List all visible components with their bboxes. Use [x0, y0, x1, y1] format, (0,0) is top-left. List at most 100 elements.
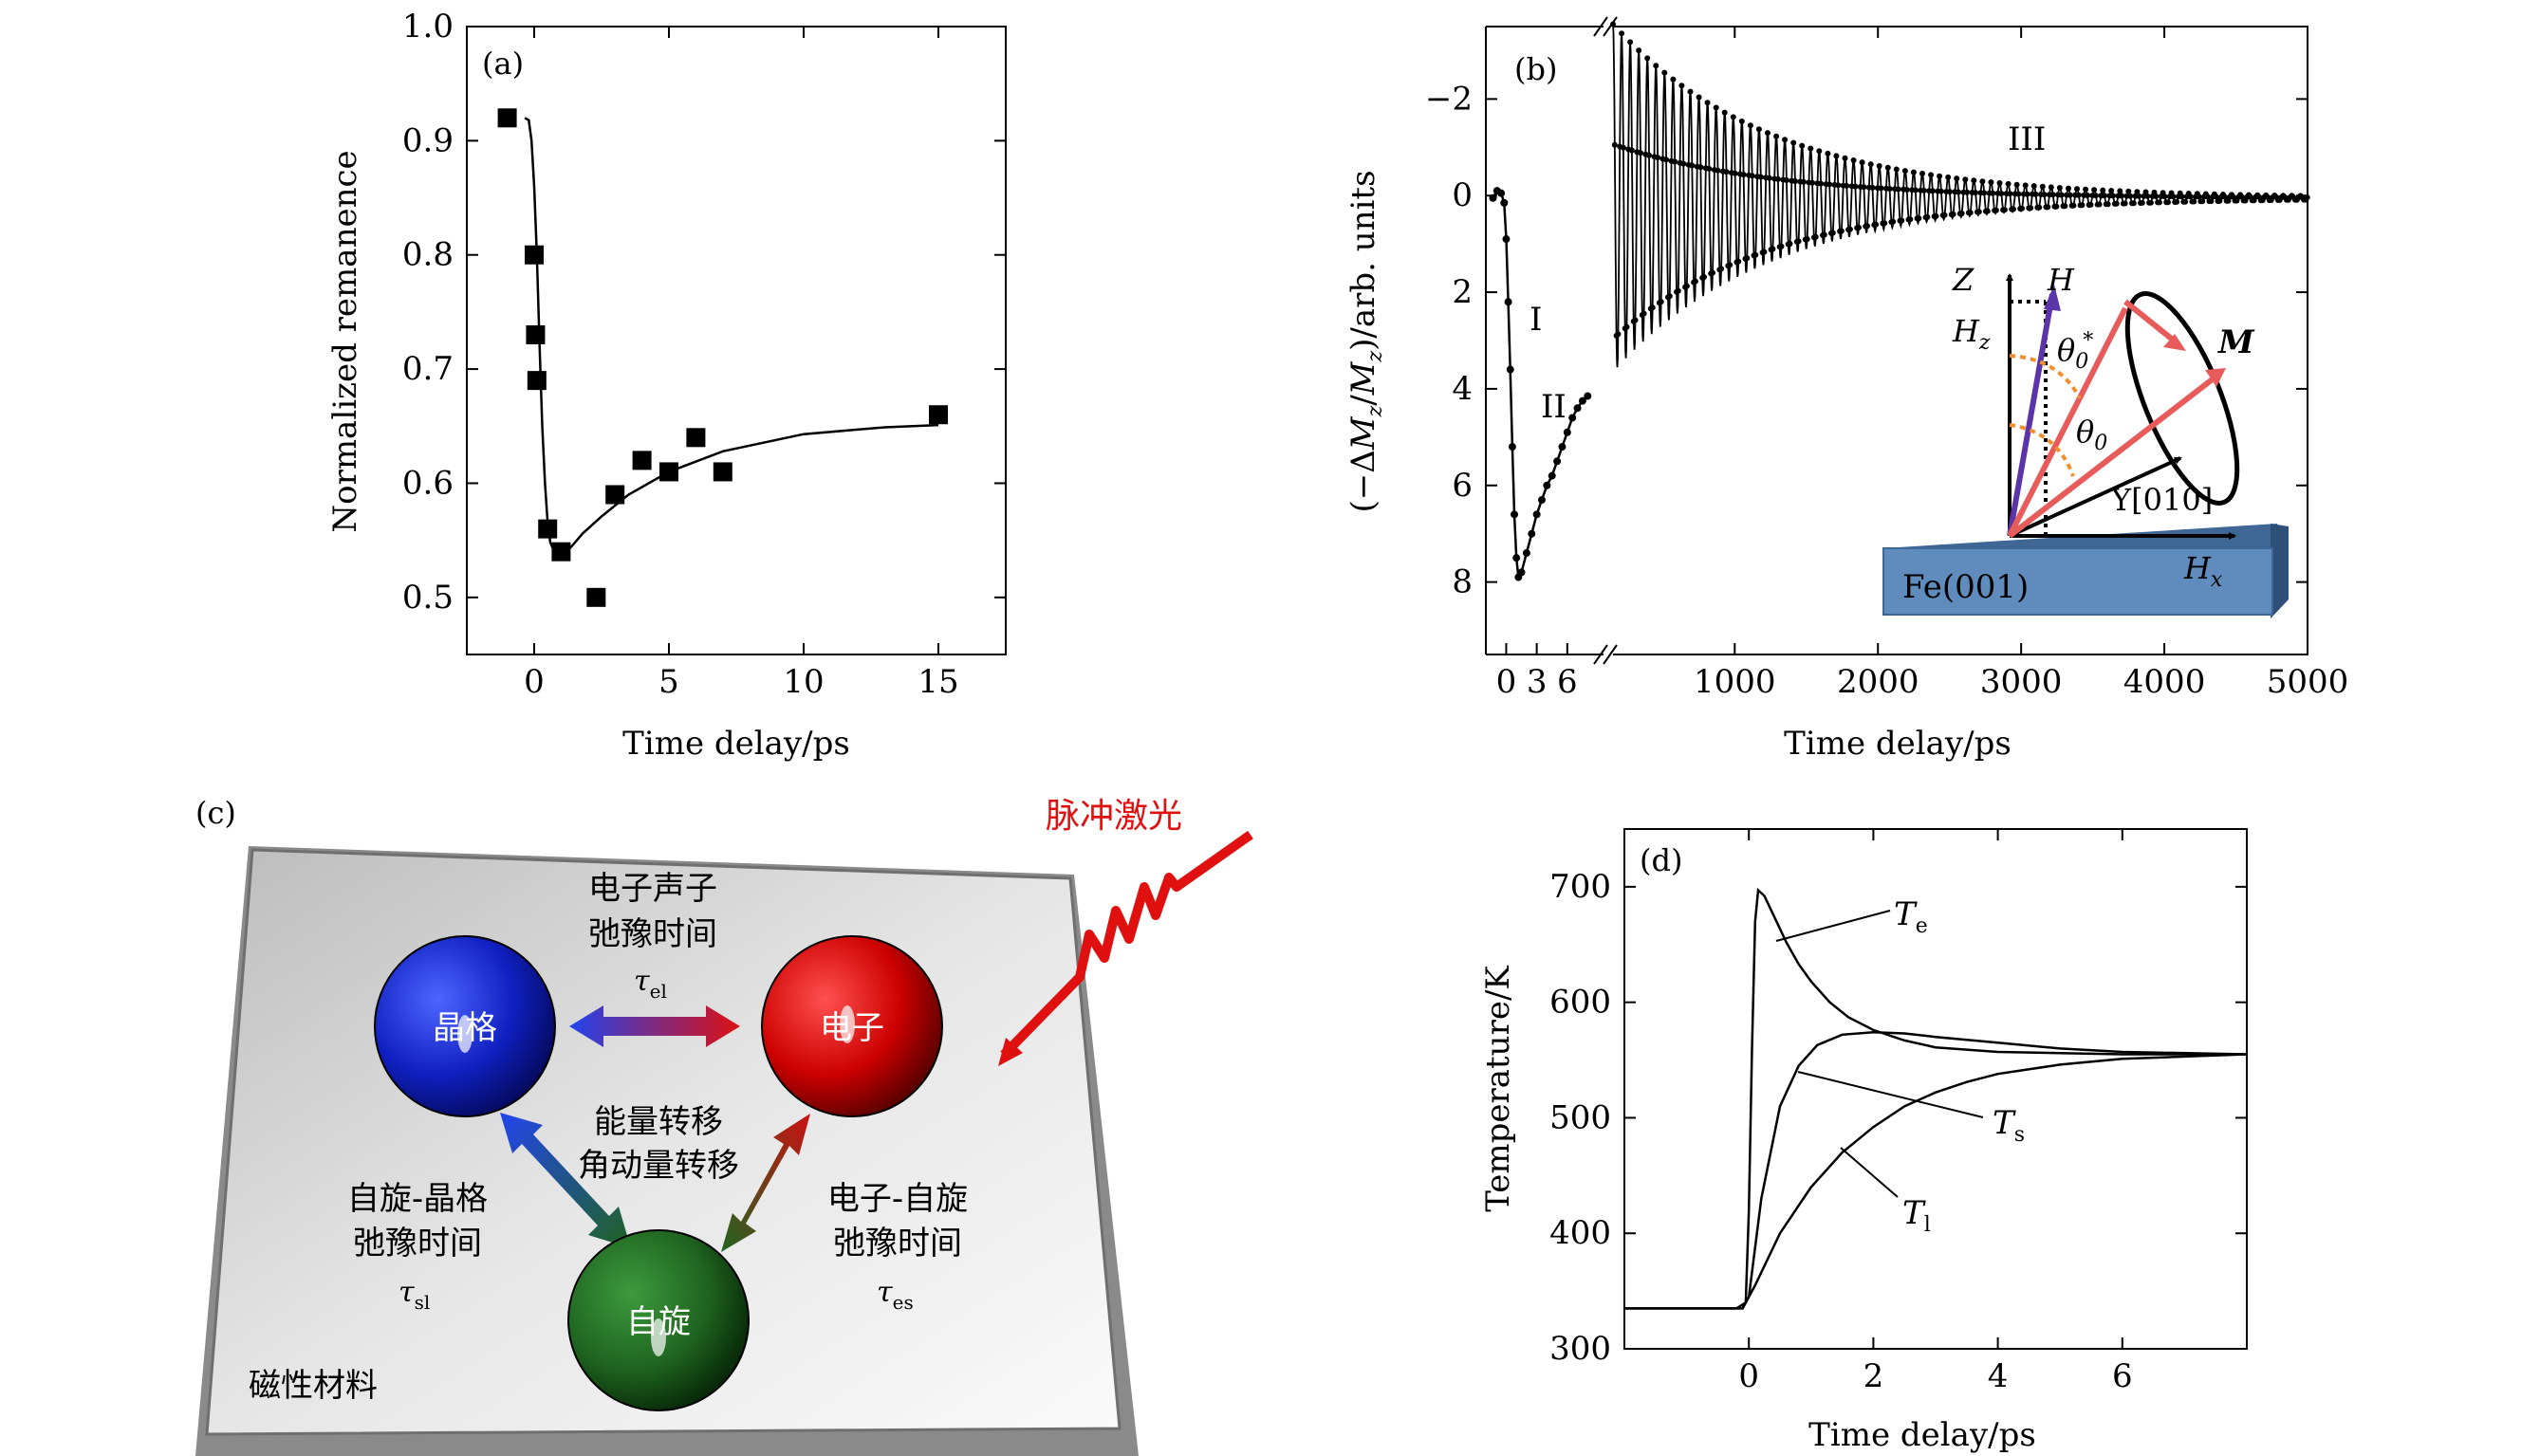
data-point — [2075, 192, 2082, 198]
panel-d-curves — [1624, 887, 2248, 1310]
data-point — [1732, 170, 1738, 176]
y-tick-label: 6 — [1452, 467, 1473, 505]
data-point — [1615, 331, 1622, 338]
data-point — [1821, 231, 1827, 238]
data-point — [659, 462, 678, 482]
panel-c: (c) 脉冲激光 电子声子 弛豫时间 τel 晶格 电子 自旋 能量转移 角动量… — [195, 795, 1253, 1456]
data-point — [1893, 166, 1900, 173]
x-tick-label: 4 — [1988, 1357, 2009, 1395]
data-point — [1687, 88, 1694, 95]
data-point — [1916, 215, 1922, 222]
data-point — [551, 542, 571, 562]
fe-substrate-side — [2271, 524, 2289, 618]
precession-arrow — [2123, 299, 2180, 347]
panel-d-label: (d) — [1640, 842, 1682, 878]
data-point — [1641, 310, 1647, 317]
data-point — [1895, 186, 1901, 193]
y-tick-label: 700 — [1549, 868, 1611, 906]
y-tick-label: 0.8 — [402, 236, 454, 274]
data-point — [1933, 212, 1939, 219]
data-point — [1644, 55, 1651, 62]
y-tick-label: 4 — [1452, 370, 1473, 408]
data-point — [1912, 187, 1919, 194]
magnetic-material-label: 磁性材料 — [249, 1367, 378, 1405]
lattice-label: 晶格 — [433, 1009, 497, 1047]
data-point — [1573, 404, 1582, 413]
data-point — [1835, 182, 1842, 189]
data-point — [1884, 164, 1891, 171]
lattice-highlight — [457, 1015, 473, 1053]
data-point — [1864, 223, 1870, 230]
x-tick-label: 10 — [783, 663, 824, 701]
data-point — [1773, 133, 1780, 139]
h-field-arrowhead — [2044, 285, 2061, 311]
panel-d-x-axis-label: Time delay/ps — [1808, 1416, 2036, 1454]
data-point — [1568, 414, 1577, 422]
data-point — [1723, 169, 1730, 175]
data-point — [2139, 199, 2145, 206]
fit-curve — [524, 117, 939, 557]
data-point — [2030, 183, 2037, 190]
data-point — [1584, 392, 1592, 400]
data-point — [1757, 174, 1764, 180]
x-tick-label: 1000 — [1694, 663, 1776, 701]
data-point — [1528, 529, 1536, 538]
data-point — [1675, 287, 1681, 294]
y-tick-label: 0.6 — [402, 464, 454, 502]
data-point — [2102, 193, 2107, 199]
data-point — [2024, 191, 2030, 197]
data-point — [1947, 189, 1953, 195]
data-point — [1809, 179, 1816, 186]
data-point — [2127, 193, 2134, 199]
data-point — [1692, 278, 1698, 285]
panel-a-data-points — [497, 108, 948, 607]
data-point — [2130, 200, 2137, 207]
data-point — [1543, 481, 1551, 489]
panel-a-y-axis-label: Normalized remanence — [326, 150, 364, 532]
data-point — [2007, 191, 2013, 197]
y-tick-label: 8 — [1452, 563, 1473, 601]
data-point — [1710, 269, 1715, 276]
data-point — [2045, 204, 2051, 211]
axis-break-marks — [1593, 16, 1618, 665]
data-point — [1928, 172, 1935, 178]
data-point — [1721, 109, 1728, 116]
y-tick-label: −2 — [1425, 80, 1473, 118]
data-point — [1632, 317, 1639, 323]
spin-label: 自旋 — [626, 1303, 691, 1341]
data-point — [1950, 211, 1956, 217]
electron-spin-label-1: 电子-自旋 — [827, 1180, 968, 1218]
h-field-arrow — [2007, 293, 2055, 537]
data-point — [1816, 148, 1823, 155]
data-point — [1563, 428, 1571, 436]
y-tick-label: 500 — [1549, 1098, 1611, 1136]
data-point — [1653, 63, 1659, 69]
panel-b-frame — [1486, 26, 2308, 655]
field-label: H — [2047, 262, 2075, 298]
electron-label: 电子 — [820, 1009, 884, 1047]
data-point — [1755, 126, 1762, 133]
data-point — [1638, 150, 1643, 157]
panel-d-y-axis-label: Temperature/K — [1479, 966, 1517, 1212]
data-point — [1532, 510, 1541, 519]
data-point — [2204, 194, 2211, 200]
data-point — [1730, 114, 1736, 120]
data-point — [2113, 200, 2120, 207]
region-label-iii: III — [2008, 120, 2046, 158]
data-point — [1744, 255, 1751, 262]
data-point — [1553, 457, 1562, 466]
data-point — [1988, 179, 1994, 186]
tl-leader-line — [1840, 1147, 1899, 1198]
data-point — [1670, 76, 1677, 83]
data-point — [1882, 220, 1888, 227]
data-point — [1984, 208, 1991, 214]
data-point — [1718, 266, 1725, 272]
data-point — [1998, 191, 2005, 196]
data-point — [1886, 186, 1893, 192]
data-point — [1787, 241, 1793, 247]
data-point — [929, 405, 948, 425]
panel-d: (d) 0 2 4 6 300 400 500 600 700 Te Ts Tl Time de… — [1479, 828, 2248, 1454]
region-label-i: I — [1530, 301, 1542, 339]
